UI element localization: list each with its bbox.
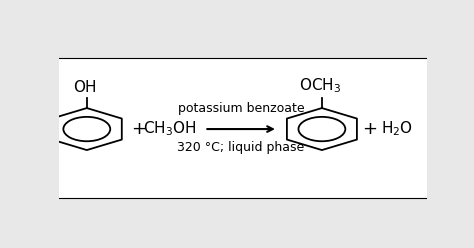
Text: CH$_3$OH: CH$_3$OH (143, 120, 196, 138)
Text: +: + (362, 120, 377, 138)
Text: H$_2$O: H$_2$O (381, 120, 413, 138)
Text: potassium benzoate: potassium benzoate (178, 102, 304, 115)
FancyBboxPatch shape (59, 59, 427, 198)
Text: +: + (131, 120, 146, 138)
Text: 320 °C; liquid phase: 320 °C; liquid phase (177, 141, 305, 155)
Text: OH: OH (73, 80, 97, 95)
Text: OCH$_3$: OCH$_3$ (299, 76, 341, 95)
